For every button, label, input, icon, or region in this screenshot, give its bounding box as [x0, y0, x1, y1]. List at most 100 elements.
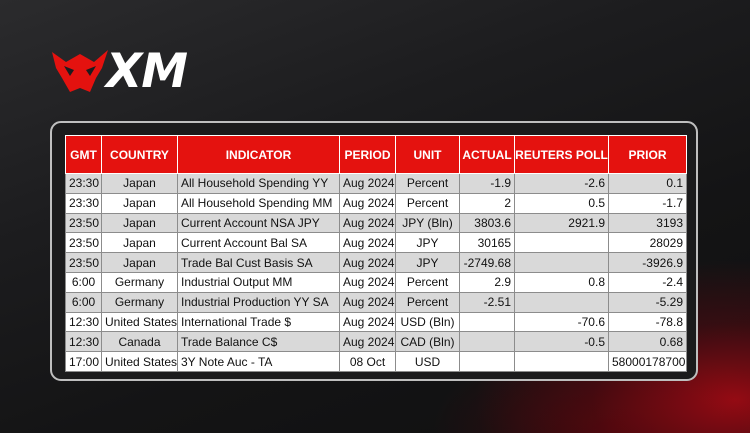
- cell-actual: 2: [459, 192, 515, 214]
- header-reuters-poll: REUTERS POLL: [514, 135, 609, 174]
- header-gmt: GMT: [65, 135, 102, 174]
- cell-indicator: International Trade $: [177, 311, 340, 333]
- table-row: 23:30 Japan All Household Spending YY Au…: [65, 173, 687, 194]
- cell-reuters-poll: 0.5: [514, 192, 609, 214]
- cell-prior: -78.8: [608, 311, 687, 333]
- table-row: 23:30 Japan All Household Spending MM Au…: [65, 192, 687, 214]
- cell-indicator: 3Y Note Auc - TA: [177, 351, 340, 372]
- cell-unit: JPY: [395, 232, 460, 254]
- cell-reuters-poll: -2.6: [514, 173, 609, 194]
- cell-gmt: 17:00: [65, 351, 102, 372]
- cell-unit: JPY (Bln): [395, 212, 460, 234]
- cell-country: Japan: [101, 252, 178, 273]
- cell-country: Canada: [101, 331, 178, 353]
- cell-unit: Percent: [395, 271, 460, 293]
- cell-reuters-poll: [514, 291, 609, 313]
- cell-gmt: 23:30: [65, 173, 102, 194]
- cell-indicator: All Household Spending YY: [177, 173, 340, 194]
- cell-period: Aug 2024: [339, 212, 396, 234]
- cell-period: Aug 2024: [339, 192, 396, 214]
- table-row: 23:50 Japan Current Account Bal SA Aug 2…: [65, 232, 687, 254]
- table-row: 23:50 Japan Trade Bal Cust Basis SA Aug …: [65, 252, 687, 273]
- cell-gmt: 23:50: [65, 212, 102, 234]
- cell-reuters-poll: [514, 252, 609, 273]
- cell-unit: USD (Bln): [395, 311, 460, 333]
- cell-actual: [459, 311, 515, 333]
- header-period: PERIOD: [339, 135, 396, 174]
- cell-country: Japan: [101, 232, 178, 254]
- cell-actual: [459, 331, 515, 353]
- cell-gmt: 12:30: [65, 331, 102, 353]
- cell-prior: 3193: [608, 212, 687, 234]
- header-indicator: INDICATOR: [177, 135, 340, 174]
- bull-icon: [52, 50, 108, 92]
- cell-reuters-poll: [514, 232, 609, 254]
- cell-actual: 3803.6: [459, 212, 515, 234]
- cell-unit: Percent: [395, 173, 460, 194]
- cell-period: Aug 2024: [339, 291, 396, 313]
- cell-unit: JPY: [395, 252, 460, 273]
- cell-period: Aug 2024: [339, 311, 396, 333]
- economic-calendar-table: GMT COUNTRY INDICATOR PERIOD UNIT ACTUAL…: [65, 135, 687, 372]
- cell-prior: 28029: [608, 232, 687, 254]
- table-row: 17:00 United States 3Y Note Auc - TA 08 …: [65, 351, 687, 372]
- cell-prior: -1.7: [608, 192, 687, 214]
- cell-period: Aug 2024: [339, 331, 396, 353]
- cell-period: Aug 2024: [339, 232, 396, 254]
- cell-period: Aug 2024: [339, 173, 396, 194]
- table-row: 6:00 Germany Industrial Production YY SA…: [65, 291, 687, 313]
- cell-prior: -3926.9: [608, 252, 687, 273]
- cell-period: 08 Oct: [339, 351, 396, 372]
- logo-text: XM: [106, 44, 188, 99]
- cell-indicator: Industrial Production YY SA: [177, 291, 340, 313]
- cell-prior: 0.68: [608, 331, 687, 353]
- header-prior: PRIOR: [608, 135, 687, 174]
- cell-unit: Percent: [395, 192, 460, 214]
- cell-gmt: 6:00: [65, 291, 102, 313]
- xm-logo: XM: [50, 44, 202, 99]
- cell-gmt: 6:00: [65, 271, 102, 293]
- cell-country: United States: [101, 311, 178, 333]
- cell-reuters-poll: 0.8: [514, 271, 609, 293]
- cell-country: United States: [101, 351, 178, 372]
- cell-indicator: Industrial Output MM: [177, 271, 340, 293]
- cell-indicator: Trade Bal Cust Basis SA: [177, 252, 340, 273]
- cell-country: Japan: [101, 212, 178, 234]
- cell-prior: 58000178700: [608, 351, 687, 372]
- cell-reuters-poll: [514, 351, 609, 372]
- cell-actual: 2.9: [459, 271, 515, 293]
- cell-actual: -1.9: [459, 173, 515, 194]
- cell-unit: Percent: [395, 291, 460, 313]
- cell-gmt: 23:30: [65, 192, 102, 214]
- header-country: COUNTRY: [101, 135, 178, 174]
- cell-reuters-poll: -0.5: [514, 331, 609, 353]
- cell-prior: 0.1: [608, 173, 687, 194]
- cell-country: Japan: [101, 192, 178, 214]
- cell-actual: -2749.68: [459, 252, 515, 273]
- cell-actual: -2.51: [459, 291, 515, 313]
- table-row: 12:30 Canada Trade Balance C$ Aug 2024 C…: [65, 331, 687, 353]
- cell-reuters-poll: 2921.9: [514, 212, 609, 234]
- cell-actual: [459, 351, 515, 372]
- cell-prior: -5.29: [608, 291, 687, 313]
- cell-indicator: Trade Balance C$: [177, 331, 340, 353]
- cell-indicator: Current Account Bal SA: [177, 232, 340, 254]
- table-row: 12:30 United States International Trade …: [65, 311, 687, 333]
- cell-prior: -2.4: [608, 271, 687, 293]
- cell-gmt: 23:50: [65, 252, 102, 273]
- header-unit: UNIT: [395, 135, 460, 174]
- table-row: 6:00 Germany Industrial Output MM Aug 20…: [65, 271, 687, 293]
- cell-indicator: Current Account NSA JPY: [177, 212, 340, 234]
- cell-gmt: 12:30: [65, 311, 102, 333]
- table-row: 23:50 Japan Current Account NSA JPY Aug …: [65, 212, 687, 234]
- cell-gmt: 23:50: [65, 232, 102, 254]
- cell-reuters-poll: -70.6: [514, 311, 609, 333]
- cell-unit: CAD (Bln): [395, 331, 460, 353]
- cell-country: Germany: [101, 271, 178, 293]
- cell-country: Japan: [101, 173, 178, 194]
- cell-unit: USD: [395, 351, 460, 372]
- cell-country: Germany: [101, 291, 178, 313]
- cell-period: Aug 2024: [339, 271, 396, 293]
- table-header-row: GMT COUNTRY INDICATOR PERIOD UNIT ACTUAL…: [65, 135, 687, 174]
- cell-actual: 30165: [459, 232, 515, 254]
